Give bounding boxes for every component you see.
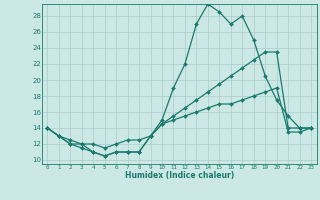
X-axis label: Humidex (Indice chaleur): Humidex (Indice chaleur) — [124, 171, 234, 180]
